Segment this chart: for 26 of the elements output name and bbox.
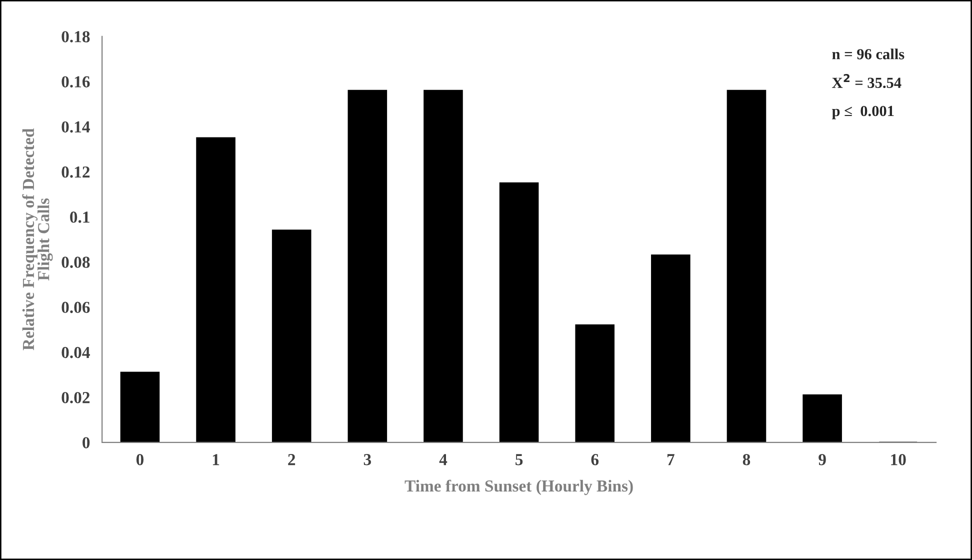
y-tick-label: 0.08 — [62, 256, 90, 268]
y-tick-label: 0 — [82, 437, 90, 448]
y-axis-title: Relative Frequency of Detected Flight Calls — [22, 128, 53, 350]
x-tick-label: 9 — [818, 454, 826, 466]
x-tick-label: 3 — [364, 454, 372, 466]
annotation: n = 96 calls — [832, 48, 904, 60]
y-tick-label: 0.04 — [62, 346, 90, 358]
y-tick-label: 0.02 — [62, 392, 90, 404]
x-tick-label: 8 — [742, 454, 750, 466]
x-tick-label: 5 — [516, 454, 523, 466]
y-tick-label: 0.12 — [62, 166, 90, 178]
x-tick-label: 2 — [288, 454, 296, 466]
y-tick-label: 0.06 — [62, 302, 90, 314]
y-tick-label: 0.14 — [62, 121, 90, 133]
y-tick-label: 0.16 — [62, 76, 90, 88]
x-tick-label: 4 — [439, 454, 448, 466]
y-tick-label: 0.1 — [70, 212, 90, 223]
annotation: p ≤ 0.001 — [832, 106, 894, 120]
x-tick-label: 1 — [212, 454, 220, 466]
x-tick-label: 6 — [591, 454, 599, 466]
annotation: X$^{2}$ = 35.54 — [832, 74, 902, 88]
x-tick-label: 0 — [136, 454, 144, 466]
x-axis-title: Time from Sunset (Hourly Bins) — [404, 480, 633, 496]
x-tick-label: 10 — [891, 454, 906, 466]
x-tick-label: 7 — [667, 454, 674, 466]
y-tick-label: 0.18 — [62, 31, 90, 42]
